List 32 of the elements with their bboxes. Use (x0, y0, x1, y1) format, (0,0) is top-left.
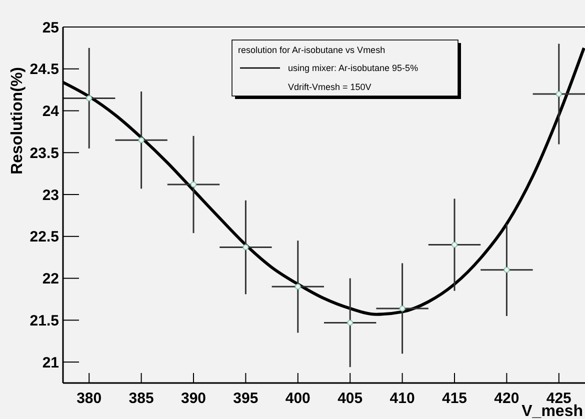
point (86, 95, 92, 102)
point (190, 181, 196, 188)
x-tick-label: 395 (233, 390, 258, 407)
x-tick-label: 410 (390, 390, 415, 407)
y-tick-label: 24 (42, 103, 60, 120)
x-tick-label: 400 (285, 390, 310, 407)
y-tick-label: 25 (42, 19, 59, 36)
point (556, 91, 562, 98)
point (399, 305, 406, 312)
x-tick-label: 385 (128, 390, 154, 407)
x-tick-label: 390 (180, 390, 206, 407)
legend-label: using mixer: Ar-isobutane 95-5% (288, 63, 418, 73)
y-tick-label: 22 (42, 270, 59, 288)
y-tick-label: 21.5 (30, 312, 59, 330)
y-tick-label: 21 (42, 354, 59, 372)
annotation: Vdrift-Vmesh = 150V (288, 82, 372, 92)
y-axis-title: Resolution(%) (9, 67, 26, 175)
y-tick-label: 23.5 (30, 144, 59, 162)
point (294, 284, 301, 290)
legend-title: resolution for Ar-isobutane vs Vmesh (238, 45, 386, 55)
x-tick-label: 380 (76, 390, 102, 407)
x-tick-label: 420 (494, 390, 520, 407)
y-tick-label: 24.5 (30, 61, 59, 78)
point (347, 320, 354, 326)
x-tick-label: 415 (442, 390, 468, 407)
x-tick-label: 405 (338, 390, 363, 407)
y-tick-label: 22.5 (30, 228, 59, 246)
point (504, 266, 510, 273)
point (242, 244, 249, 250)
point (452, 242, 458, 248)
point (138, 137, 144, 144)
y-tick-label: 23 (42, 186, 59, 204)
